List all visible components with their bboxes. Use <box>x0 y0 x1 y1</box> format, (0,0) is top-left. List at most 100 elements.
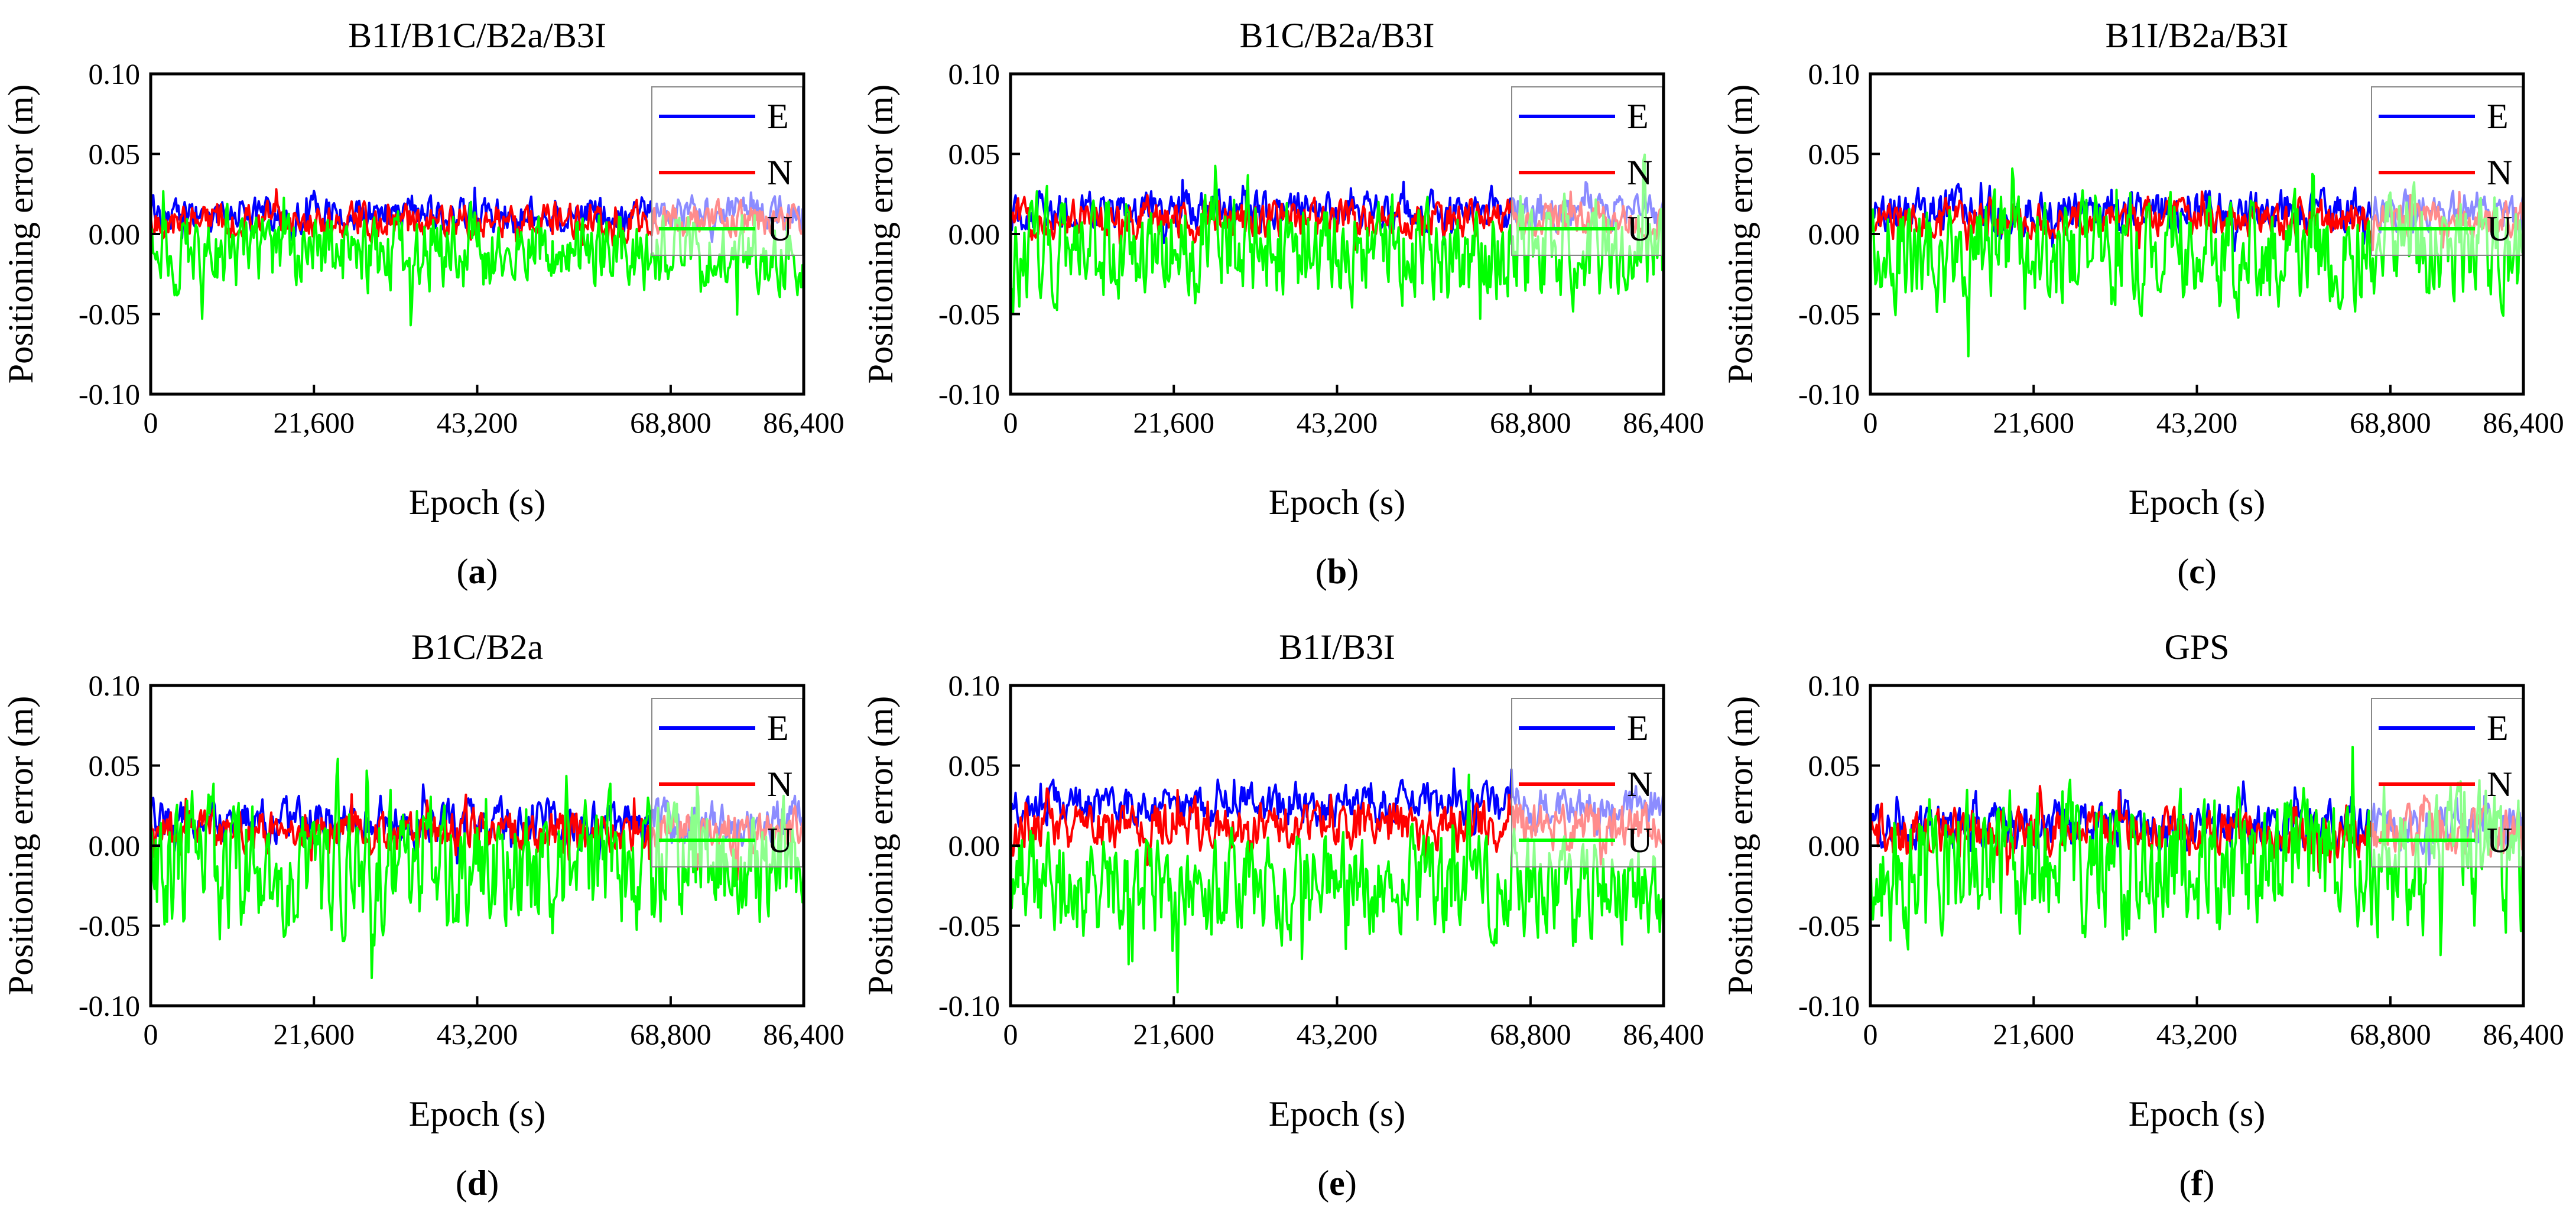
x-tick-label: 86,400 <box>763 406 844 439</box>
x-tick-label: 43,200 <box>1297 406 1378 439</box>
x-tick-label: 21,600 <box>1993 1018 2075 1051</box>
x-tick-label: 68,800 <box>1490 1018 1571 1051</box>
x-tick-label: 68,800 <box>630 406 712 439</box>
legend-label-E: E <box>1627 709 1649 748</box>
y-tick-label: 0.10 <box>1808 57 1860 90</box>
y-tick-label: -0.10 <box>938 378 1000 411</box>
y-tick-label: 0.00 <box>948 829 1000 862</box>
y-tick-label: 0.00 <box>1808 829 1860 862</box>
y-axis-label: Positioning error (m) <box>1 85 40 384</box>
chart-panel-d: B1C/B2a ENU 0.10 0.05 0.00 -0.05 -0.100 21,600 4… <box>1 628 844 1203</box>
y-tick-label: 0.05 <box>1808 138 1860 171</box>
legend-label-E: E <box>2487 709 2509 748</box>
x-tick-label: 68,800 <box>1490 406 1571 439</box>
panel-caption: (a) <box>457 552 498 591</box>
legend-label-E: E <box>2487 97 2509 136</box>
x-tick-label: 68,800 <box>630 1018 712 1051</box>
x-tick-label: 86,400 <box>2483 406 2564 439</box>
y-tick-label: 0.00 <box>1808 217 1860 251</box>
series-line-U <box>1870 746 2523 957</box>
y-tick-label: 0.10 <box>89 669 141 702</box>
y-tick-label: -0.05 <box>938 298 1000 331</box>
y-tick-label: 0.10 <box>1808 669 1860 702</box>
y-tick-label: -0.05 <box>1798 298 1860 331</box>
x-tick-label: 21,600 <box>1133 406 1215 439</box>
y-tick-label: -0.10 <box>1798 378 1860 411</box>
legend: ENU <box>2371 698 2523 867</box>
y-tick-label: 0.00 <box>948 217 1000 251</box>
panel-caption: (d) <box>456 1164 499 1203</box>
y-tick-label: 0.00 <box>89 217 141 251</box>
x-tick-label: 43,200 <box>2156 406 2238 439</box>
x-tick-label: 86,400 <box>763 1018 844 1051</box>
legend-label-U: U <box>2487 821 2512 860</box>
x-axis-label: Epoch (s) <box>1269 483 1406 522</box>
y-tick-label: 0.10 <box>948 669 1000 702</box>
y-tick-label: 0.10 <box>89 57 141 90</box>
x-axis-label: Epoch (s) <box>409 483 546 522</box>
panel-title: B1I/B1C/B2a/B3I <box>348 16 606 55</box>
legend: ENU <box>651 86 803 256</box>
y-axis-label: Positioning error (m) <box>861 85 900 384</box>
x-axis-label: Epoch (s) <box>2129 483 2266 522</box>
y-tick-label: -0.05 <box>79 909 140 943</box>
panel-caption: (b) <box>1315 552 1359 591</box>
x-tick-label: 43,200 <box>2156 1018 2238 1051</box>
x-tick-label: 0 <box>1863 406 1878 439</box>
x-tick-label: 0 <box>1003 406 1018 439</box>
panel-caption: (f) <box>2179 1164 2215 1203</box>
legend-label-N: N <box>2487 765 2512 804</box>
y-tick-label: -0.05 <box>79 298 140 331</box>
legend: ENU <box>2371 86 2523 256</box>
chart-panel-e: B1I/B3I ENU 0.10 0.05 0.00 -0.05 -0.100 21,600 4… <box>861 628 1704 1203</box>
x-tick-label: 68,800 <box>2350 1018 2431 1051</box>
x-tick-label: 86,400 <box>2483 1018 2564 1051</box>
legend-label-U: U <box>2487 209 2512 248</box>
y-tick-label: -0.10 <box>1798 989 1860 1022</box>
x-tick-label: 21,600 <box>1133 1018 1215 1051</box>
x-axis-label: Epoch (s) <box>2129 1094 2266 1133</box>
x-axis-label: Epoch (s) <box>1269 1094 1406 1133</box>
x-tick-label: 43,200 <box>1297 1018 1378 1051</box>
x-tick-label: 68,800 <box>2350 406 2431 439</box>
y-tick-label: 0.05 <box>948 138 1000 171</box>
legend-label-E: E <box>1627 97 1649 136</box>
legend-label-E: E <box>767 97 789 136</box>
x-axis-label: Epoch (s) <box>409 1094 546 1133</box>
legend-label-N: N <box>2487 153 2512 192</box>
y-tick-label: 0.00 <box>89 829 141 862</box>
y-tick-label: 0.05 <box>89 138 141 171</box>
x-tick-label: 21,600 <box>274 1018 355 1051</box>
x-tick-label: 86,400 <box>1623 1018 1704 1051</box>
legend-label-N: N <box>767 153 792 192</box>
chart-panel-f: GPS ENU 0.10 0.05 0.00 -0.05 -0.100 21,600 43,20… <box>1721 628 2564 1203</box>
y-tick-label: 0.10 <box>948 57 1000 90</box>
panel-title: GPS <box>2164 628 2229 667</box>
legend-label-E: E <box>767 709 789 748</box>
chart-panel-b: B1C/B2a/B3I ENU 0.10 0.05 0.00 -0.05 -0.100 21,… <box>861 16 1704 591</box>
x-tick-label: 86,400 <box>1623 406 1704 439</box>
y-tick-label: 0.05 <box>89 749 141 782</box>
y-tick-label: -0.05 <box>1798 909 1860 943</box>
y-tick-label: -0.10 <box>79 378 140 411</box>
x-tick-label: 0 <box>1003 1018 1018 1051</box>
chart-panel-c: B1I/B2a/B3I ENU 0.10 0.05 0.00 -0.05 -0.100 21,… <box>1721 16 2564 591</box>
panel-title: B1I/B2a/B3I <box>2106 16 2289 55</box>
x-tick-label: 0 <box>144 1018 158 1051</box>
legend-label-N: N <box>1627 153 1652 192</box>
x-tick-label: 0 <box>1863 1018 1878 1051</box>
legend: ENU <box>651 698 803 867</box>
panel-caption: (c) <box>2177 552 2217 591</box>
x-tick-label: 43,200 <box>437 406 518 439</box>
y-tick-label: 0.05 <box>948 749 1000 782</box>
y-tick-label: -0.10 <box>938 989 1000 1022</box>
legend: ENU <box>1511 698 1663 867</box>
legend-label-N: N <box>767 765 792 804</box>
y-axis-label: Positioning error (m) <box>1721 85 1760 384</box>
x-tick-label: 21,600 <box>1993 406 2075 439</box>
y-axis-label: Positioning error (m) <box>861 696 900 996</box>
x-tick-label: 0 <box>144 406 158 439</box>
panel-title: B1I/B3I <box>1279 628 1395 667</box>
x-tick-label: 43,200 <box>437 1018 518 1051</box>
